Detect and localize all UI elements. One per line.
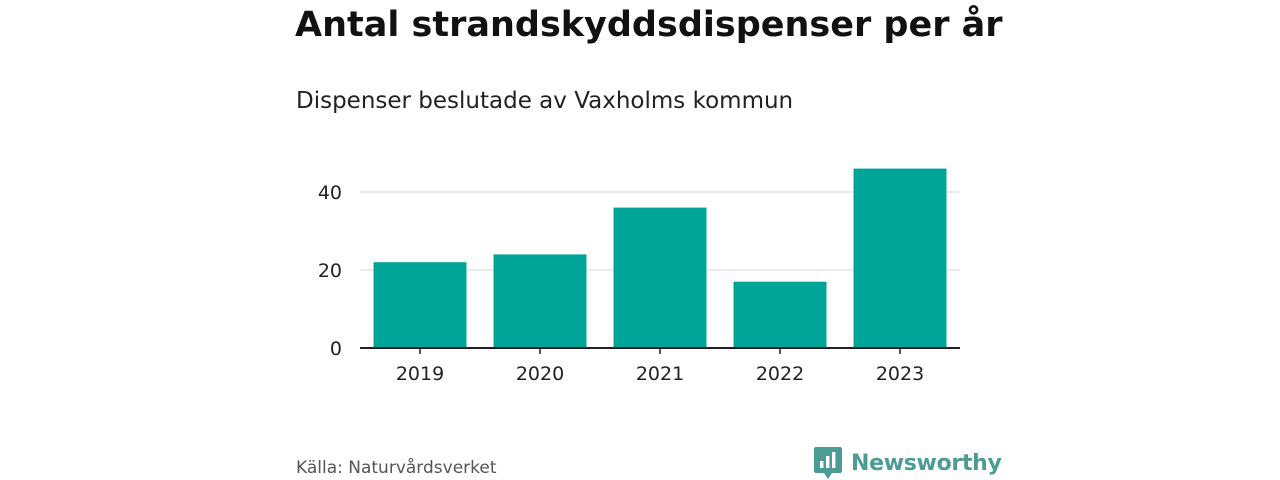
newsworthy-brand: Newsworthy [814, 446, 1002, 480]
bar [853, 168, 947, 348]
x-tick-label: 2020 [516, 363, 564, 385]
x-tick-label: 2023 [876, 363, 924, 385]
chart-title: Antal strandskyddsdispenser per år [295, 5, 1003, 45]
bar [493, 254, 587, 348]
x-tick-label: 2019 [396, 363, 444, 385]
bars [373, 168, 947, 348]
bar [373, 262, 467, 348]
y-tick-label: 20 [318, 260, 342, 282]
axes: 0 20 40 2019 2020 2021 2022 2023 [318, 182, 960, 385]
y-tick-label: 40 [318, 182, 342, 204]
brand-name: Newsworthy [851, 450, 1002, 476]
x-tick-label: 2022 [756, 363, 804, 385]
newsworthy-logo-icon [814, 447, 842, 479]
bar [613, 207, 707, 348]
bar [733, 281, 827, 348]
x-tick-label: 2021 [636, 363, 684, 385]
y-tick-label: 0 [330, 338, 342, 360]
source-note: Källa: Naturvårdsverket [296, 458, 497, 478]
chart-subtitle: Dispenser beslutade av Vaxholms kommun [296, 88, 794, 114]
